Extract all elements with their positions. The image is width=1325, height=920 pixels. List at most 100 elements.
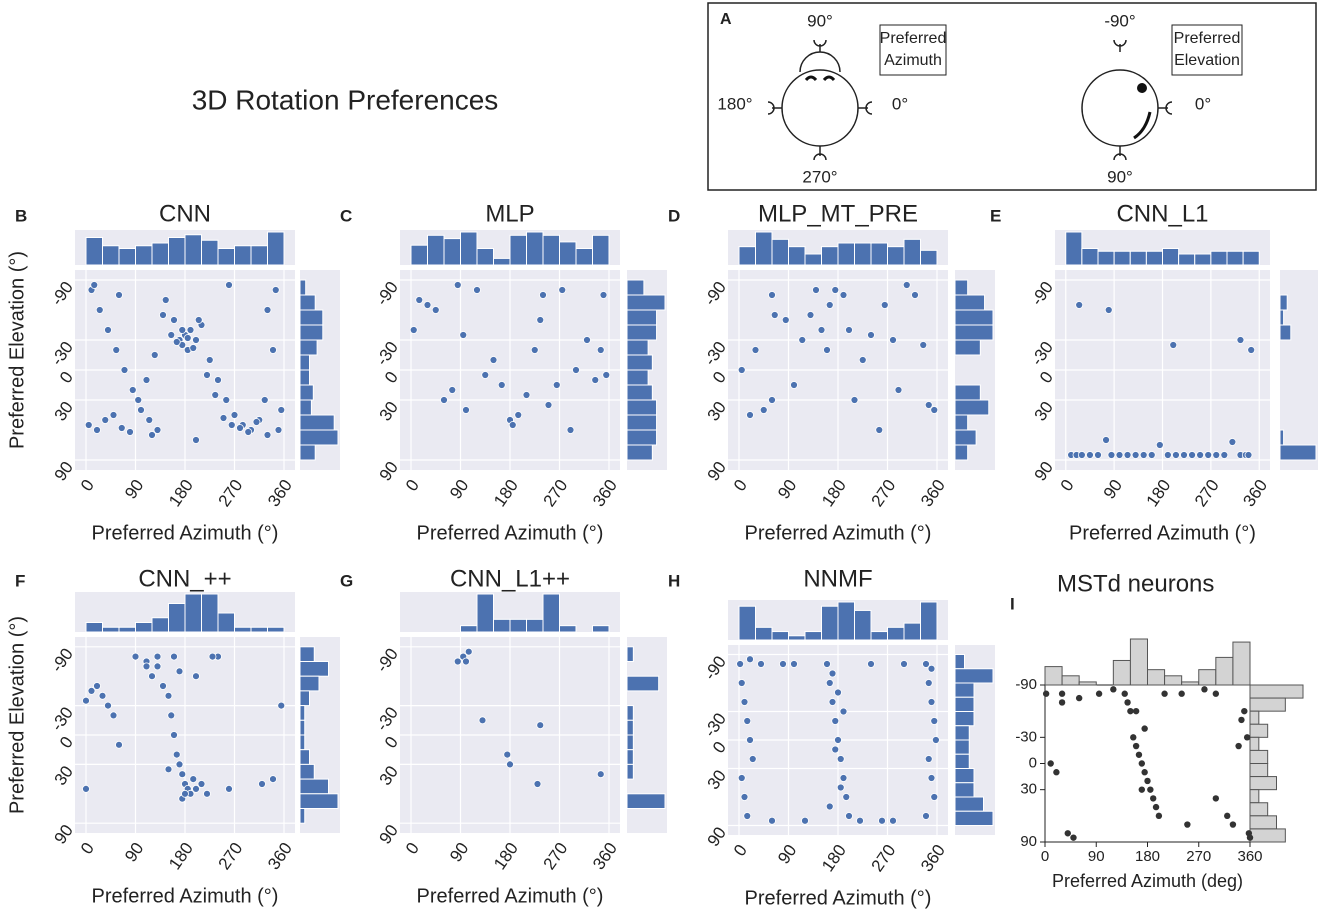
x-hist-bar [151,617,169,633]
point [924,679,933,687]
y-hist-bar [626,324,658,341]
point [746,736,754,744]
point [737,679,746,687]
y-hist-bar [1249,802,1269,817]
angle-label: 90° [1107,167,1133,186]
x-hist-bar [1129,250,1147,266]
point [825,679,834,687]
point [453,281,462,289]
y-tick-label: 90 [704,458,730,484]
point [1053,769,1060,776]
box-label: Azimuth [884,52,942,69]
x-tick-label: 180 [1135,848,1160,865]
x-tick-label: 90 [446,476,472,502]
y-tick-label: 30 [376,398,402,424]
point [489,356,498,364]
point [506,760,514,769]
point [889,816,897,825]
x-tick-label: 270 [540,476,572,510]
plot-background [1044,684,1251,843]
point [258,780,266,788]
y-tick-label: -30 [1027,338,1057,369]
point [1138,786,1146,793]
y-hist-bar [954,796,984,812]
point [192,336,200,344]
point [1236,336,1245,344]
point [95,306,104,314]
point [87,687,96,695]
point [172,338,181,346]
point [911,291,919,299]
y-hist-bar [626,369,649,386]
x-hist-bar [559,625,577,633]
y-hist-bar [1249,684,1304,699]
x-axis-label: Preferred Azimuth (°) [745,887,932,909]
point [109,411,118,419]
x-hist-bar [118,626,136,633]
point [1138,760,1146,767]
y-hist-bar [954,444,969,461]
x-hist-bar [755,626,773,641]
angle-label: 180° [717,94,752,113]
x-hist-bar [771,238,789,266]
y-hist-bar [954,294,986,311]
point [159,682,167,690]
x-hist-bar [1147,669,1166,686]
point [1235,742,1242,750]
point [806,311,815,319]
point [440,396,448,404]
x-hist-bar [1215,656,1234,686]
point [757,660,765,668]
x-hist-bar [837,242,855,266]
angle-label: -90° [1104,11,1135,30]
point [922,812,930,820]
y-tick-label: 90 [1020,833,1037,850]
y-tick-label: 30 [51,762,77,788]
angle-label: 0° [892,94,908,113]
rotation-arrow [1113,39,1127,52]
x-hist-bar [1181,681,1200,686]
y-tick-label: 90 [376,458,402,484]
point [1212,795,1220,802]
y-hist-bar [626,763,634,780]
point [128,386,137,394]
hat [799,51,841,73]
point [115,291,123,299]
y-axis-label: Preferred Elevation (°) [6,616,28,814]
point [1086,451,1094,459]
y-tick-label: 30 [376,762,402,788]
x-tick-label: 0 [1041,848,1049,865]
point [222,396,231,404]
y-tick-label: 90 [376,821,402,847]
point [1147,786,1154,793]
point [134,396,143,404]
y-hist-bar [299,384,314,401]
point [115,740,123,749]
x-hist-bar [476,593,494,633]
point [823,346,831,354]
y-tick-label: 0 [1029,754,1037,771]
point [98,691,107,700]
point [748,755,757,763]
point [919,341,928,349]
y-tick-label: -30 [372,338,402,369]
point [770,311,779,319]
point [836,783,845,792]
point [260,396,269,404]
x-hist-bar [509,618,527,633]
x-hist-bar [903,238,921,266]
point [214,376,222,384]
angle-label: 270° [802,167,837,186]
point [930,793,939,801]
x-hist-bar [1232,641,1251,686]
x-hist-bar [821,246,839,266]
x-hist-bar [1044,666,1063,686]
point [453,657,462,666]
x-tick-label: 90 [121,476,147,502]
x-axis-label: Preferred Azimuth (deg) [1052,871,1243,891]
point [932,736,940,744]
point [801,816,809,825]
